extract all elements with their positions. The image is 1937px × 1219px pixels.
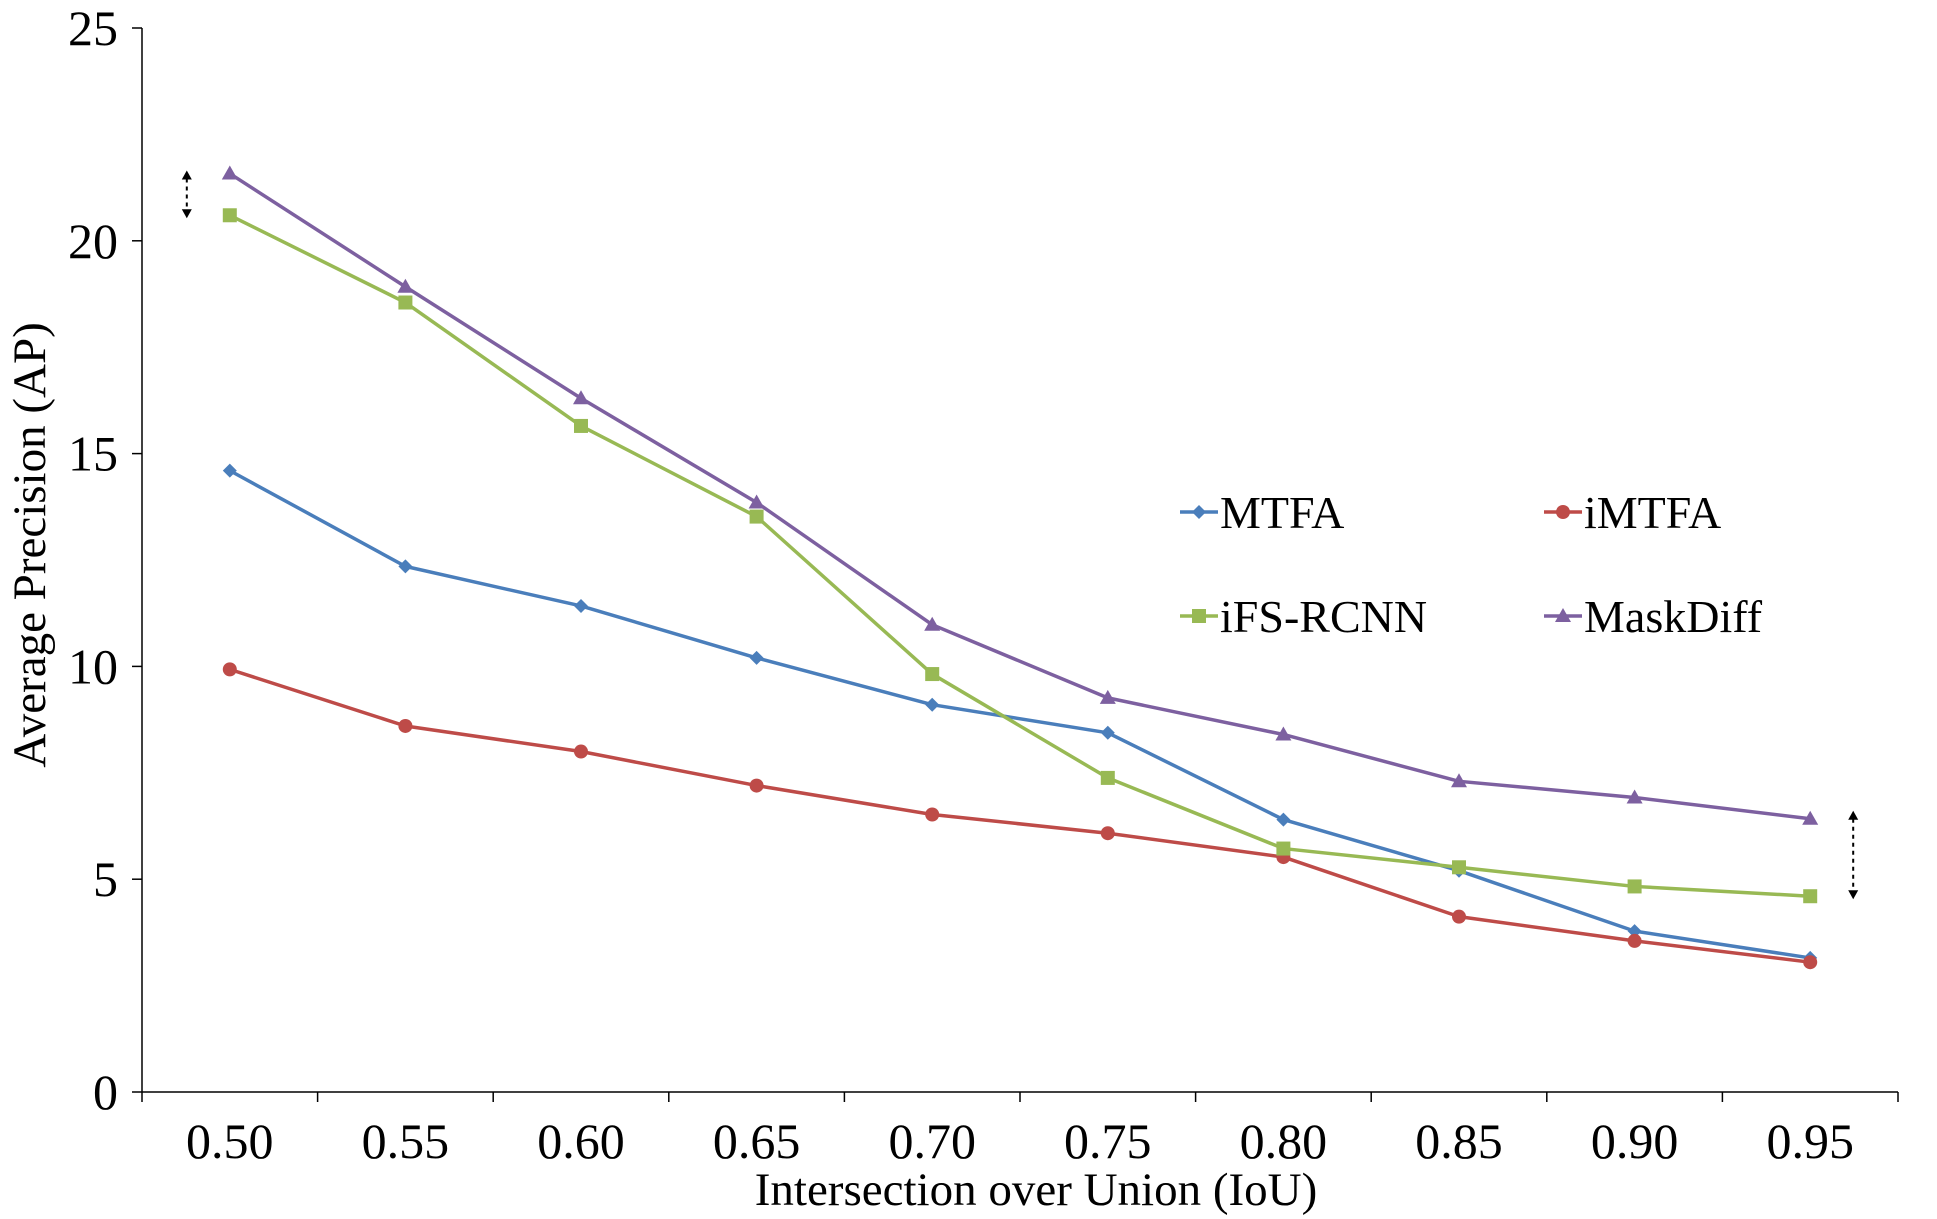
data-point-mtfa: [1276, 812, 1291, 827]
data-point-imtfa: [398, 718, 413, 733]
series-line-mtfa: [228, 469, 1811, 960]
x-tick-label: 0.50: [186, 1113, 274, 1169]
legend-marker: [1192, 505, 1206, 519]
gap-arrow-left: [181, 170, 192, 219]
data-point-ifs-rcnn: [1452, 860, 1466, 875]
data-point-ifs-rcnn: [1627, 879, 1642, 894]
legend-label: iMTFA: [1584, 487, 1721, 538]
data-point-imtfa: [1627, 933, 1642, 948]
data-point-maskdiff: [1275, 726, 1292, 741]
data-point-mtfa: [398, 559, 413, 574]
data-point-mtfa: [222, 463, 237, 478]
data-point-imtfa: [1100, 826, 1115, 841]
data-point-mtfa: [1627, 924, 1642, 939]
legend-item-imtfa: iMTFA: [1544, 487, 1721, 538]
series-imtfa: [222, 662, 1818, 970]
y-tick-label: 10: [68, 638, 118, 694]
series-ifs-rcnn: [222, 208, 1818, 904]
data-point-maskdiff: [397, 278, 414, 293]
legend-label: MaskDiff: [1584, 591, 1763, 642]
data-point-imtfa: [1803, 955, 1818, 970]
x-tick-label: 0.80: [1240, 1113, 1328, 1169]
data-point-maskdiff: [1802, 810, 1819, 825]
data-point-maskdiff: [1451, 773, 1467, 788]
data-point-imtfa: [574, 744, 588, 759]
data-point-imtfa: [1452, 909, 1466, 924]
data-point-mtfa: [749, 650, 764, 665]
x-tick-label: 0.85: [1415, 1113, 1503, 1169]
legend-marker: [1555, 608, 1571, 622]
data-point-mtfa: [1100, 725, 1115, 740]
y-tick-label: 15: [68, 426, 118, 482]
y-tick-label: 25: [68, 0, 118, 56]
data-point-maskdiff: [221, 165, 238, 180]
data-point-maskdiff: [1626, 789, 1643, 804]
data-point-mtfa: [574, 598, 588, 613]
annotation-arrows: [181, 170, 1859, 900]
data-point-ifs-rcnn: [398, 295, 413, 310]
y-tick-label: 0: [93, 1064, 118, 1120]
data-point-ifs-rcnn: [1100, 770, 1115, 785]
arrow-head-up: [1848, 810, 1859, 820]
legend-label: iFS-RCNN: [1220, 591, 1427, 642]
series-line-ifs-rcnn: [229, 213, 1811, 898]
x-tick-label: 0.65: [713, 1113, 801, 1169]
x-tick-label: 0.95: [1766, 1113, 1854, 1169]
series-line-maskdiff: [228, 172, 1811, 821]
legend-item-maskdiff: MaskDiff: [1544, 591, 1763, 642]
arrow-head-up: [181, 170, 192, 180]
legend-marker: [1192, 609, 1206, 623]
series-maskdiff: [221, 165, 1819, 825]
gap-arrow-right: [1848, 810, 1859, 900]
legend-item-ifs-rcnn: iFS-RCNN: [1180, 591, 1427, 642]
series-lines: [221, 165, 1819, 970]
data-point-maskdiff: [924, 616, 941, 631]
x-tick-label: 0.75: [1064, 1113, 1152, 1169]
data-point-imtfa: [749, 778, 764, 793]
y-tick-label: 5: [93, 851, 118, 907]
x-axis-title: Intersection over Union (IoU): [755, 1164, 1318, 1216]
data-point-ifs-rcnn: [222, 208, 237, 223]
data-point-ifs-rcnn: [925, 667, 940, 682]
legend: MTFA iMTFA iFS-RCNN MaskDiff: [1180, 487, 1763, 642]
data-point-maskdiff: [748, 494, 765, 509]
y-axis-title: Average Precision (AP): [4, 322, 56, 768]
y-tick-label: 20: [68, 213, 118, 269]
data-point-maskdiff: [1099, 689, 1116, 704]
legend-label: MTFA: [1220, 487, 1344, 538]
arrow-head-down: [1848, 890, 1859, 900]
legend-marker: [1556, 505, 1570, 519]
x-tick-label: 0.55: [362, 1113, 450, 1169]
data-point-ifs-rcnn: [574, 418, 588, 433]
x-tick-label: 0.60: [537, 1113, 625, 1169]
data-point-maskdiff: [573, 390, 589, 405]
series-line-imtfa: [229, 667, 1811, 964]
x-tick-label: 0.70: [888, 1113, 976, 1169]
data-point-ifs-rcnn: [1276, 841, 1291, 856]
axes: 0 5 10 15 20 25 0.50 0.55 0.60 0.65 0.70 0.75 0.80 0.…: [68, 0, 1899, 1169]
data-point-ifs-rcnn: [1803, 889, 1818, 904]
data-point-mtfa: [925, 697, 940, 712]
series-mtfa: [222, 463, 1818, 965]
data-point-imtfa: [925, 807, 940, 822]
x-tick-label: 0.90: [1591, 1113, 1679, 1169]
data-point-imtfa: [222, 662, 237, 677]
arrow-head-down: [181, 209, 192, 219]
data-point-ifs-rcnn: [749, 509, 764, 524]
legend-item-mtfa: MTFA: [1180, 487, 1344, 538]
